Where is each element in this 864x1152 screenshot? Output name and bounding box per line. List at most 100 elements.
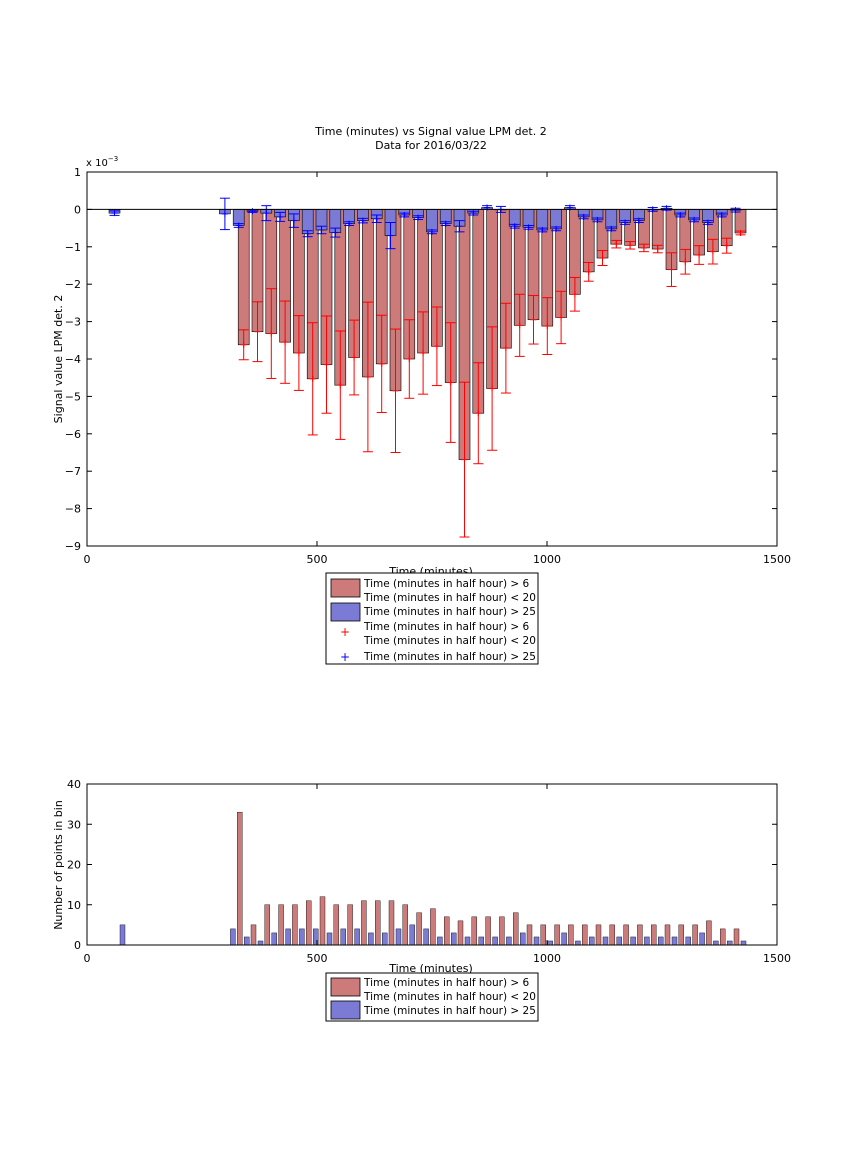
y-tick-label: −2 xyxy=(65,278,81,291)
y-axis-ticks: 1 0 −1 −2 −3 −4 −5 −6 −7 −8 −9 xyxy=(65,166,777,553)
blue-count-bar xyxy=(740,940,747,946)
x-tick-label: 0 xyxy=(84,553,91,566)
red-count-bar xyxy=(457,920,464,946)
blue-count-bar xyxy=(644,936,650,946)
blue-count-bar xyxy=(616,936,622,946)
red-count-bar xyxy=(236,811,243,946)
errorbars-layer xyxy=(109,197,746,538)
y-tick-label: −5 xyxy=(65,390,81,403)
blue-count-bar xyxy=(547,940,553,946)
blue-count-bar xyxy=(671,936,678,946)
red-count-bar xyxy=(444,916,450,946)
red-count-bar xyxy=(430,908,436,946)
legend-label: Time (minutes in half hour) < 20 xyxy=(363,635,536,647)
legend-top: Time (minutes in half hour) > 6 Time (mi… xyxy=(325,572,539,665)
red-count-bar xyxy=(609,924,615,946)
blue-count-bar xyxy=(271,932,277,946)
legend-bottom: Time (minutes in half hour) > 6 Time (mi… xyxy=(325,972,539,1022)
blue-count-bar xyxy=(395,928,402,946)
signal-chart: Time (minutes) vs Signal value LPM det. … xyxy=(52,125,791,665)
legend-swatch-red-bar xyxy=(330,578,361,598)
y-tick-label: −9 xyxy=(65,540,81,553)
red-count-bar xyxy=(347,904,353,946)
blue-count-bar xyxy=(243,936,250,946)
red-count-bar xyxy=(375,900,381,946)
blue-bar xyxy=(301,209,314,235)
red-count-bar xyxy=(306,900,312,946)
legend-swatch-red-bar xyxy=(330,977,361,997)
red-count-bar xyxy=(664,924,671,946)
blue-count-bar xyxy=(119,924,126,946)
y-axis-label: Signal value LPM det. 2 xyxy=(52,295,65,424)
red-count-bar xyxy=(720,928,726,946)
blue-count-bar xyxy=(575,940,581,946)
legend-swatch-blue-bar xyxy=(330,1000,361,1020)
y-tick-label: 30 xyxy=(67,818,81,831)
y-tick-label: −4 xyxy=(65,353,81,366)
count-chart: 0 500 1000 1500 0 10 20 30 40 Time (minutes) Nu… xyxy=(52,778,791,1022)
red-count-bar xyxy=(623,924,629,946)
blue-count-bar xyxy=(520,932,526,946)
blue-count-bar xyxy=(326,932,333,946)
legend-box xyxy=(325,972,539,1022)
blue-count-bar xyxy=(727,940,733,946)
blue-count-bar xyxy=(478,936,484,946)
blue-count-bar xyxy=(561,932,567,946)
blue-count-bar xyxy=(368,932,374,946)
y-tick-label: −7 xyxy=(65,465,81,478)
red-count-bar xyxy=(485,916,491,946)
blue-count-bar xyxy=(630,936,636,946)
red-count-bar xyxy=(402,904,408,946)
y-tick-label: −3 xyxy=(65,316,81,329)
legend-swatch-blue-bar xyxy=(330,602,361,622)
blue-count-bar xyxy=(602,936,609,946)
y-tick-label: 10 xyxy=(67,899,81,912)
x-tick-label: 1500 xyxy=(763,553,791,566)
y-tick-label: 20 xyxy=(67,859,81,872)
x-axis-ticks: 0 500 1000 1500 xyxy=(84,784,791,965)
red-count-bar xyxy=(264,904,270,946)
red-count-bar xyxy=(292,904,298,946)
legend-label: Time (minutes in half hour) > 6 xyxy=(363,621,530,633)
red-count-bar xyxy=(499,916,505,946)
legend-box xyxy=(325,572,539,665)
legend-label: Time (minutes in half hour) > 25 xyxy=(363,1005,536,1017)
blue-count-bar xyxy=(464,936,471,946)
red-count-bar xyxy=(526,924,533,946)
chart-title: Time (minutes) vs Signal value LPM det. … xyxy=(314,125,546,138)
red-count-bar xyxy=(278,904,284,946)
blue-bar xyxy=(536,209,549,231)
y-axis-ticks: 0 10 20 30 40 xyxy=(67,778,777,952)
blue-count-bar xyxy=(285,928,291,946)
blue-count-bar xyxy=(685,936,691,946)
red-bar xyxy=(237,209,250,346)
blue-count-bar xyxy=(299,928,305,946)
y-tick-label: 0 xyxy=(74,203,81,216)
legend-label: Time (minutes in half hour) > 6 xyxy=(363,578,530,590)
red-count-bar xyxy=(319,896,326,946)
y-axis-label: Number of points in bin xyxy=(52,800,65,930)
red-count-bar xyxy=(733,928,740,946)
y-tick-label: −8 xyxy=(65,503,81,516)
y-tick-label: 40 xyxy=(67,778,81,791)
legend-marker-red-plus: + xyxy=(340,625,350,639)
blue-count-bar xyxy=(230,928,236,946)
legend-label: Time (minutes in half hour) > 6 xyxy=(363,977,530,989)
red-count-bar xyxy=(706,920,712,946)
red-bar xyxy=(734,209,747,234)
blue-count-bars-layer xyxy=(119,924,747,946)
blue-count-bar xyxy=(382,932,388,946)
red-count-bar xyxy=(540,924,546,946)
y-tick-label: −1 xyxy=(65,241,81,254)
x-axis-label: Time (minutes) xyxy=(388,962,473,975)
blue-count-bar xyxy=(409,924,415,946)
y-tick-label: 1 xyxy=(74,166,81,179)
y-tick-label: −6 xyxy=(65,428,81,441)
x-tick-label: 0 xyxy=(84,952,91,965)
red-count-bar xyxy=(554,924,560,946)
blue-count-bar xyxy=(658,936,664,946)
red-bar xyxy=(651,209,664,250)
red-count-bar xyxy=(692,924,698,946)
blue-count-bar xyxy=(713,940,719,946)
